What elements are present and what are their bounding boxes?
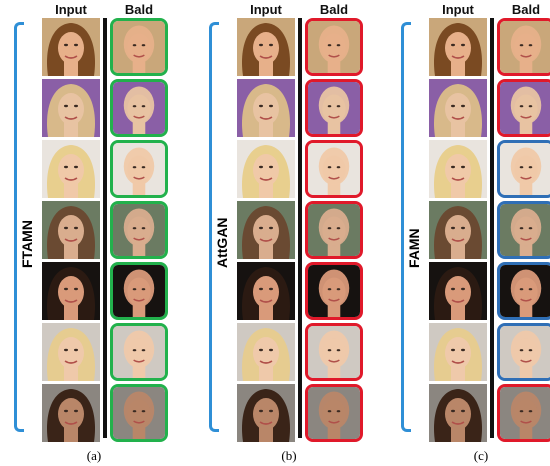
panel-caption: (c) — [473, 448, 489, 463]
input-face-image — [42, 384, 100, 442]
output-column-header: Bald — [319, 2, 349, 17]
bald-output-image — [305, 18, 363, 76]
output-column-header: Bald — [511, 2, 541, 17]
panel-famn: Input Bald FAMN — [401, 0, 550, 466]
bald-output-image — [110, 140, 168, 198]
input-face-image — [42, 18, 100, 76]
input-face-image — [429, 140, 487, 198]
input-face-image — [429, 323, 487, 381]
method-bracket — [14, 22, 24, 432]
bald-output-image — [110, 323, 168, 381]
input-face-image — [237, 140, 295, 198]
input-face-image — [42, 201, 100, 259]
bald-output-image — [305, 384, 363, 442]
input-face-image — [429, 384, 487, 442]
input-face-image — [42, 262, 100, 320]
input-face-image — [429, 79, 487, 137]
column-divider — [490, 18, 494, 438]
bald-output-image — [110, 18, 168, 76]
input-column-header: Input — [442, 2, 474, 17]
bald-output-image — [110, 384, 168, 442]
panel-caption: (a) — [86, 448, 102, 463]
input-column-header: Input — [250, 2, 282, 17]
bald-output-image — [305, 262, 363, 320]
input-face-image — [42, 140, 100, 198]
input-face-image — [429, 201, 487, 259]
column-divider — [103, 18, 107, 438]
method-label: AttGAN — [214, 217, 230, 268]
input-face-image — [429, 262, 487, 320]
panel-ftamn: Input Bald FTAMN — [14, 0, 174, 466]
bald-output-image — [305, 201, 363, 259]
bald-output-image — [497, 384, 550, 442]
bald-output-image — [497, 201, 550, 259]
bald-output-image — [110, 262, 168, 320]
bald-output-image — [497, 140, 550, 198]
input-face-image — [237, 262, 295, 320]
input-face-image — [429, 18, 487, 76]
panel-caption: (b) — [281, 448, 297, 463]
panel-attgan: Input Bald AttGAN — [209, 0, 369, 466]
input-face-image — [42, 79, 100, 137]
method-bracket — [401, 22, 411, 432]
bald-output-image — [305, 323, 363, 381]
bald-output-image — [497, 323, 550, 381]
bald-output-image — [305, 79, 363, 137]
input-face-image — [237, 201, 295, 259]
method-bracket — [209, 22, 219, 432]
output-column-header: Bald — [124, 2, 154, 17]
bald-output-image — [110, 201, 168, 259]
input-face-image — [237, 18, 295, 76]
bald-output-image — [497, 18, 550, 76]
input-column-header: Input — [55, 2, 87, 17]
column-divider — [298, 18, 302, 438]
bald-output-image — [305, 140, 363, 198]
bald-output-image — [497, 262, 550, 320]
method-label: FAMN — [406, 228, 422, 268]
bald-output-image — [497, 79, 550, 137]
method-label: FTAMN — [19, 220, 35, 268]
input-face-image — [237, 384, 295, 442]
bald-output-image — [110, 79, 168, 137]
input-face-image — [42, 323, 100, 381]
input-face-image — [237, 323, 295, 381]
input-face-image — [237, 79, 295, 137]
